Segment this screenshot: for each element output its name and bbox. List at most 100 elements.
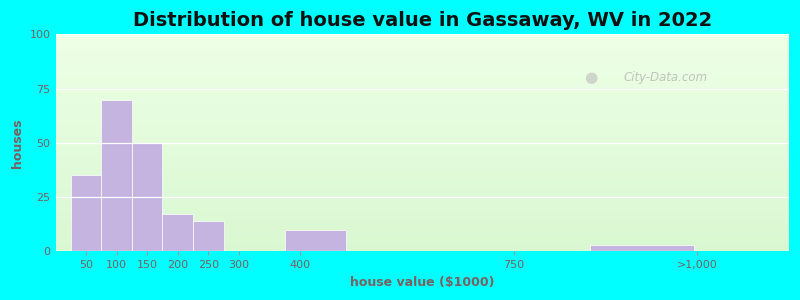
Bar	[55, 154, 789, 155]
Bar	[55, 156, 789, 157]
Bar	[55, 182, 789, 183]
Bar	[55, 151, 789, 152]
Bar	[55, 39, 789, 40]
Bar	[55, 142, 789, 143]
Bar	[55, 37, 789, 38]
Bar	[55, 79, 789, 80]
Bar	[55, 43, 789, 44]
Bar	[55, 53, 789, 54]
Bar	[55, 133, 789, 134]
Bar	[55, 162, 789, 164]
Bar	[55, 205, 789, 206]
Bar	[55, 84, 789, 86]
Bar	[55, 208, 789, 209]
Title: Distribution of house value in Gassaway, WV in 2022: Distribution of house value in Gassaway,…	[133, 11, 712, 30]
Bar	[55, 226, 789, 227]
Bar	[55, 140, 789, 141]
Bar	[55, 232, 789, 233]
Bar	[55, 130, 789, 131]
Bar	[55, 242, 789, 243]
Bar	[55, 223, 789, 224]
Bar	[55, 176, 789, 178]
Bar	[55, 221, 789, 222]
Bar	[55, 246, 789, 247]
Bar	[55, 134, 789, 135]
Bar	[55, 76, 789, 77]
Bar	[55, 245, 789, 246]
Bar	[55, 168, 789, 169]
Bar	[55, 120, 789, 121]
Bar	[55, 104, 789, 105]
Bar	[55, 178, 789, 179]
Bar	[55, 214, 789, 215]
Bar	[55, 41, 789, 42]
Bar	[55, 137, 789, 139]
Bar	[55, 247, 789, 248]
Bar	[55, 61, 789, 63]
Bar	[55, 95, 789, 96]
Bar	[55, 173, 789, 174]
Bar	[55, 70, 789, 71]
Bar	[55, 199, 789, 200]
Bar	[55, 46, 789, 47]
Bar	[55, 230, 789, 231]
Bar	[55, 66, 789, 67]
Bar	[55, 45, 789, 46]
Bar	[55, 89, 789, 90]
Bar	[55, 239, 789, 241]
Bar	[55, 136, 789, 137]
Bar	[55, 170, 789, 171]
Bar	[55, 155, 789, 156]
Bar	[55, 159, 789, 160]
Bar	[55, 184, 789, 185]
Bar	[55, 67, 789, 68]
Bar	[55, 107, 789, 108]
Bar	[55, 51, 789, 52]
Bar	[55, 117, 789, 118]
Bar	[55, 54, 789, 55]
Bar	[55, 124, 789, 125]
Bar	[55, 38, 789, 39]
Bar	[55, 55, 789, 56]
Bar	[55, 194, 789, 195]
Bar	[55, 164, 789, 165]
Bar	[55, 248, 789, 249]
Bar	[55, 236, 789, 237]
Bar	[55, 206, 789, 207]
Bar	[55, 144, 789, 145]
Bar	[55, 167, 789, 168]
Bar	[55, 110, 789, 111]
Text: City-Data.com: City-Data.com	[624, 71, 708, 84]
Bar	[55, 52, 789, 53]
Bar	[55, 71, 789, 72]
Bar	[55, 69, 789, 70]
Bar	[55, 93, 789, 94]
Bar	[55, 153, 789, 154]
Bar	[55, 187, 789, 188]
Bar	[55, 165, 789, 166]
Bar	[55, 135, 789, 136]
Bar	[55, 215, 789, 217]
Bar	[55, 77, 789, 78]
Bar	[55, 68, 789, 69]
Bar	[55, 115, 789, 116]
Bar	[55, 111, 789, 112]
Bar	[55, 88, 789, 89]
Bar	[55, 231, 789, 232]
Bar	[55, 129, 789, 130]
Bar	[55, 34, 789, 35]
Bar	[55, 145, 789, 146]
Bar	[55, 94, 789, 95]
Bar	[55, 210, 789, 211]
Bar	[55, 108, 789, 109]
Bar	[55, 118, 789, 119]
Bar	[55, 166, 789, 167]
Bar	[55, 65, 789, 66]
Bar	[55, 114, 789, 115]
Bar	[55, 85, 789, 86]
Bar	[55, 179, 789, 180]
Bar	[55, 197, 789, 198]
Bar	[55, 183, 789, 184]
Bar	[55, 192, 789, 193]
Bar	[55, 121, 789, 122]
